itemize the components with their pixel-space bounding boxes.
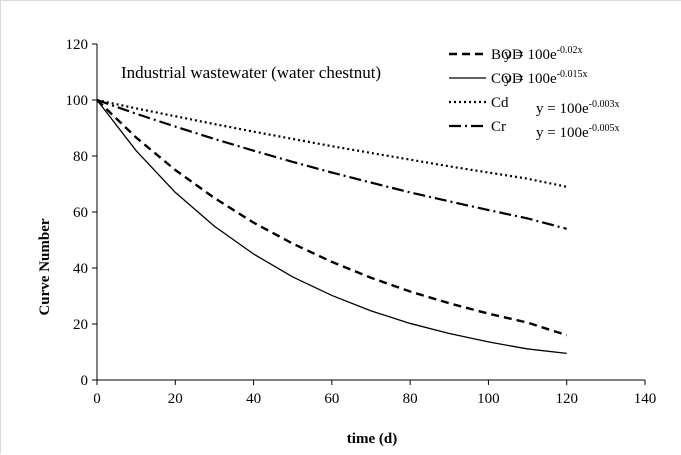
legend-equation-bod: y = 100e-0.02x xyxy=(504,45,582,63)
x-tick-label: 40 xyxy=(246,391,261,407)
y-tick-label: 40 xyxy=(73,261,88,277)
x-tick-label: 120 xyxy=(555,391,578,407)
y-tick-label: 0 xyxy=(81,373,89,389)
x-tick-label: 0 xyxy=(93,391,101,407)
series-line-cod xyxy=(96,99,567,355)
legend-label-bod: BOD xyxy=(491,47,523,63)
axes: 0 20 40 60 80 100 120 0 20 40 60 80 100 120 140 xyxy=(66,37,657,407)
equation-base: y = 100e xyxy=(504,71,557,87)
series-line-cr xyxy=(96,98,567,230)
x-tick-label: 20 xyxy=(168,391,183,407)
series-lines xyxy=(96,98,568,355)
legend-equation-cr: y = 100e-0.005x xyxy=(536,123,619,141)
y-tick-label: 80 xyxy=(73,149,88,165)
y-tick-label: 120 xyxy=(66,37,89,53)
x-axis-title: time (d) xyxy=(347,431,397,447)
equation-base: y = 100e xyxy=(504,47,557,63)
equation-base: y = 100e xyxy=(536,101,589,117)
equation-exponent: -0.003x xyxy=(589,99,620,110)
equation-exponent: -0.005x xyxy=(589,123,620,134)
equation-base: y = 100e xyxy=(536,125,589,141)
legend-equation-cod: y = 100e-0.015x xyxy=(504,69,587,87)
equation-exponent: -0.015x xyxy=(557,69,588,80)
x-tick-label: 100 xyxy=(477,391,500,407)
legend-label-cd: Cd xyxy=(491,95,509,111)
series-line-cd xyxy=(96,98,567,188)
series-line-bod xyxy=(96,99,568,337)
y-tick-label: 60 xyxy=(73,205,88,221)
chart-title: Industrial wastewater (water chestnut) xyxy=(121,63,381,82)
legend-label-cod: COD xyxy=(491,71,523,87)
legend-label-cr: Cr xyxy=(491,119,506,135)
x-tick-label: 60 xyxy=(324,391,339,407)
y-tick-label: 20 xyxy=(73,317,88,333)
x-tick-label: 80 xyxy=(403,391,418,407)
y-axis-title: Curve Number xyxy=(37,218,53,315)
equation-exponent: -0.02x xyxy=(557,45,583,56)
x-tick-label: 140 xyxy=(634,391,657,407)
y-tick-label: 100 xyxy=(66,93,89,109)
legend-equation-cd: y = 100e-0.003x xyxy=(536,99,619,117)
